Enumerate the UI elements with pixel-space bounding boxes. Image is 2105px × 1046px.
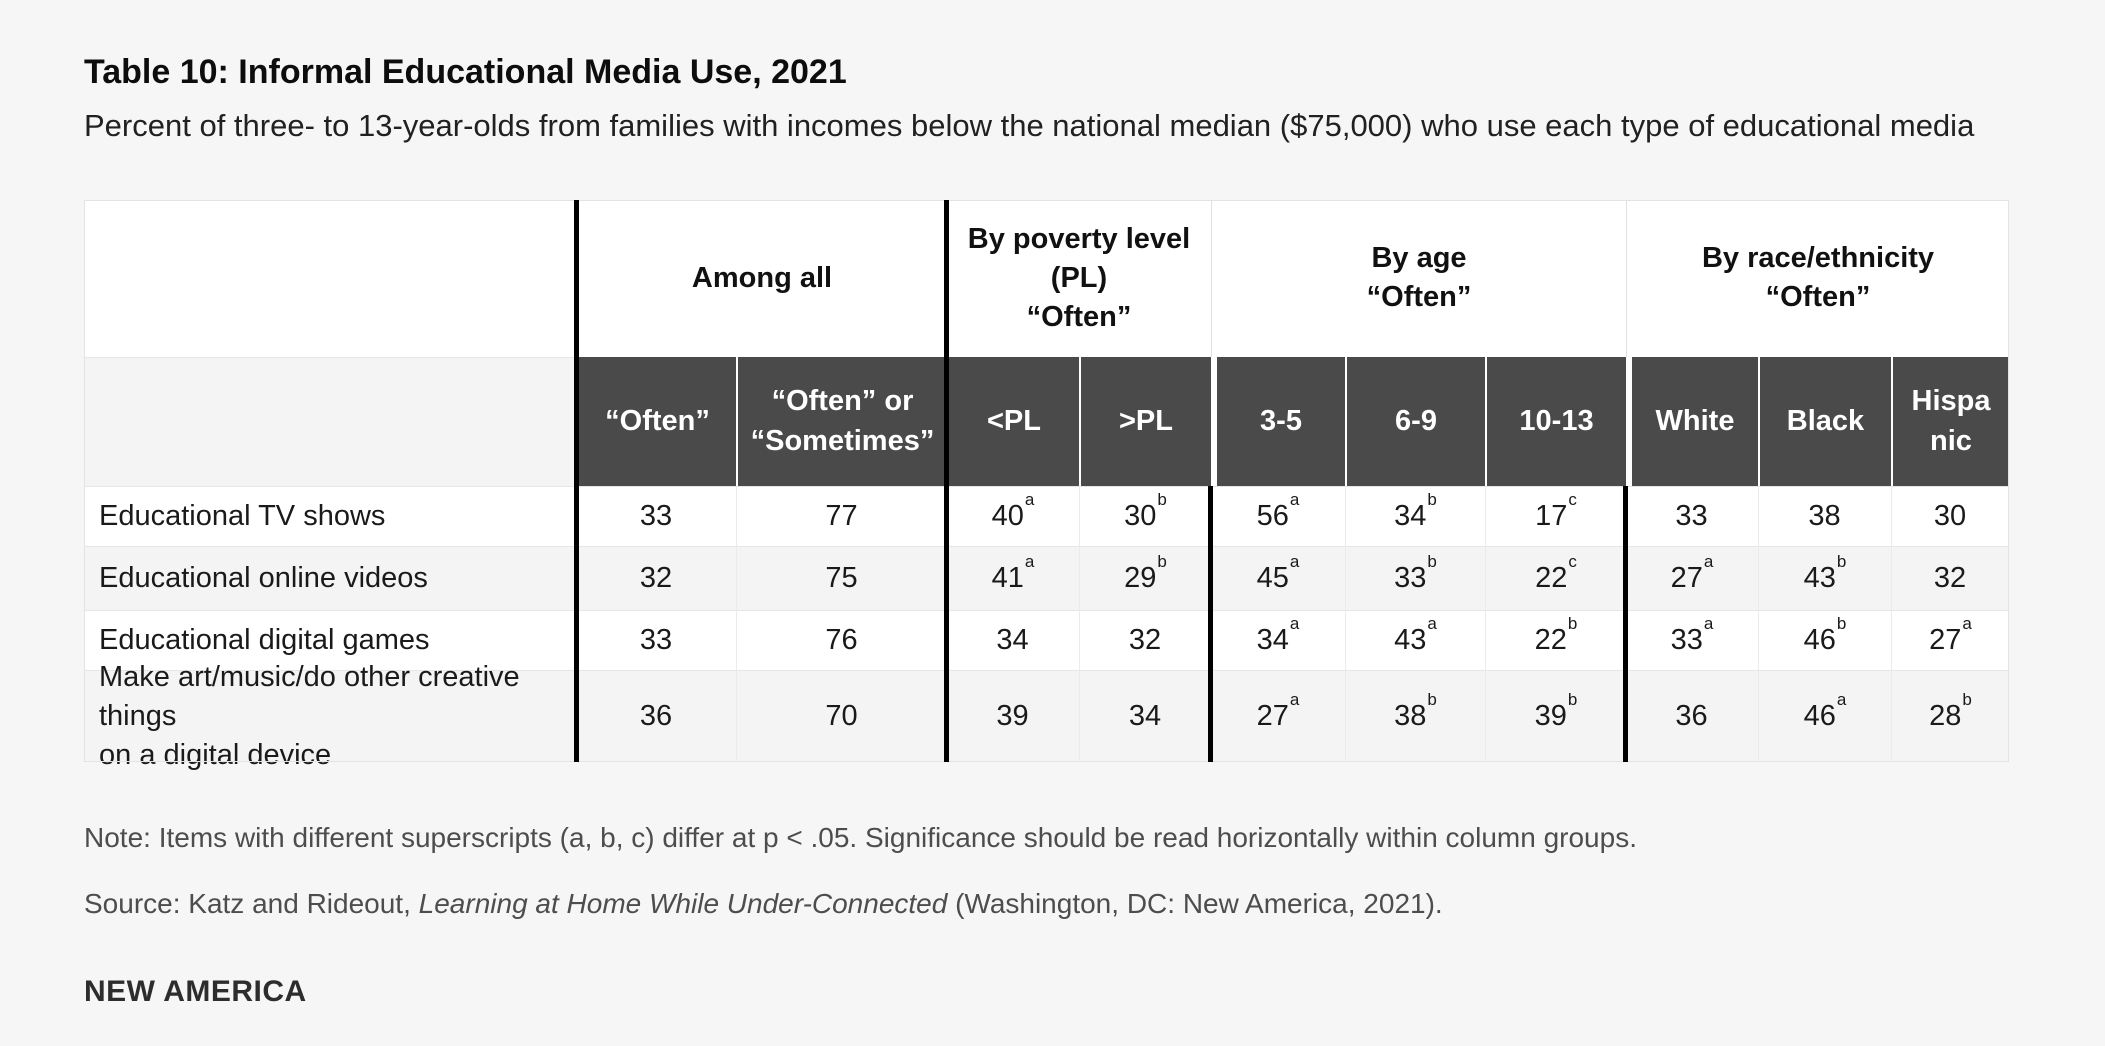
data-table: Among all By poverty level (PL) “Often” … <box>84 199 2009 771</box>
column-header-age-10-13: 10-13 <box>1485 356 1626 486</box>
table-cell: 39b <box>1485 669 1626 762</box>
source-prefix: Source: Katz and Rideout, <box>84 888 419 920</box>
report-page: Table 10: Informal Educational Media Use… <box>84 53 2105 1008</box>
table-cell: 33 <box>577 485 736 546</box>
column-header-above-pl: >PL <box>1079 356 1211 486</box>
table-cell: 17c <box>1485 485 1626 546</box>
table-cell: 30 <box>1891 485 2009 546</box>
table-cell: 27a <box>1211 669 1345 762</box>
table-cell: 34a <box>1211 609 1345 670</box>
table-cell: 38b <box>1345 669 1485 762</box>
table-cell: 28b <box>1891 669 2009 762</box>
group-separator-line <box>574 199 579 762</box>
table-cell: 34 <box>947 609 1079 670</box>
table-cell: 41a <box>947 545 1079 610</box>
table-cell: 33b <box>1345 545 1485 610</box>
table-cell: 30b <box>1079 485 1211 546</box>
table-cell: 56a <box>1211 485 1345 546</box>
table-cell: 40a <box>947 485 1079 546</box>
group-header-empty <box>84 199 577 357</box>
table-cell: 76 <box>736 609 947 670</box>
table-cell: 33a <box>1626 609 1758 670</box>
table-cell: 32 <box>1891 545 2009 610</box>
table-cell: 27a <box>1626 545 1758 610</box>
table-cell: 32 <box>1079 609 1211 670</box>
page-subtitle: Percent of three- to 13-year-olds from f… <box>84 107 1975 143</box>
column-header-stub <box>84 356 577 486</box>
group-header-poverty-level: By poverty level (PL) “Often” <box>947 199 1211 357</box>
table-cell: 75 <box>736 545 947 610</box>
row-label-educational-tv-shows: Educational TV shows <box>84 485 577 546</box>
group-header-among-all: Among all <box>577 199 947 357</box>
column-header-black: Black <box>1758 356 1891 486</box>
table-cell: 43b <box>1758 545 1891 610</box>
table-cell: 77 <box>736 485 947 546</box>
column-header-hispanic: Hispa nic <box>1891 356 2009 486</box>
table-cell: 22b <box>1485 609 1626 670</box>
group-separator-line <box>944 199 949 762</box>
table-cell: 36 <box>577 669 736 762</box>
row-label-educational-online-videos: Educational online videos <box>84 545 577 610</box>
source-publication-title: Learning at Home While Under-Connected <box>418 888 948 920</box>
table-cell: 22c <box>1485 545 1626 610</box>
group-header-race-ethnicity: By race/ethnicity “Often” <box>1626 199 2009 357</box>
table-cell: 43a <box>1345 609 1485 670</box>
table-cell: 27a <box>1891 609 2009 670</box>
table-cell: 70 <box>736 669 947 762</box>
table-cell: 38 <box>1758 485 1891 546</box>
table-cell: 45a <box>1211 545 1345 610</box>
column-header-below-pl: <PL <box>947 356 1079 486</box>
source-suffix: (Washington, DC: New America, 2021). <box>947 888 1443 920</box>
column-header-often-or-sometimes: “Often” or “Sometimes” <box>736 356 947 486</box>
table-cell: 29b <box>1079 545 1211 610</box>
row-label-educational-digital-games: Educational digital games <box>84 609 577 670</box>
table-cell: 46b <box>1758 609 1891 670</box>
table-source: Source: Katz and Rideout, Learning at Ho… <box>84 886 2105 922</box>
group-separator-line <box>1208 485 1213 762</box>
table-grid: Among all By poverty level (PL) “Often” … <box>84 199 2009 771</box>
table-note: Note: Items with different superscripts … <box>84 821 1637 853</box>
table-cell: 33 <box>577 609 736 670</box>
table-cell: 36 <box>1626 669 1758 762</box>
column-header-white: White <box>1626 356 1758 486</box>
table-cell: 34b <box>1345 485 1485 546</box>
page-title: Table 10: Informal Educational Media Use… <box>84 53 847 91</box>
group-separator-line <box>1623 485 1628 762</box>
column-header-age-3-5: 3-5 <box>1211 356 1345 486</box>
table-cell: 46a <box>1758 669 1891 762</box>
table-cell: 39 <box>947 669 1079 762</box>
table-cell: 34 <box>1079 669 1211 762</box>
group-header-age: By age “Often” <box>1211 199 1626 357</box>
column-header-age-6-9: 6-9 <box>1345 356 1485 486</box>
row-label-make-art-music: Make art/music/do other creative things … <box>84 661 577 771</box>
column-header-often: “Often” <box>577 356 736 486</box>
table-cell: 32 <box>577 545 736 610</box>
new-america-logo: NEW AMERICA <box>84 974 307 1008</box>
table-cell: 33 <box>1626 485 1758 546</box>
